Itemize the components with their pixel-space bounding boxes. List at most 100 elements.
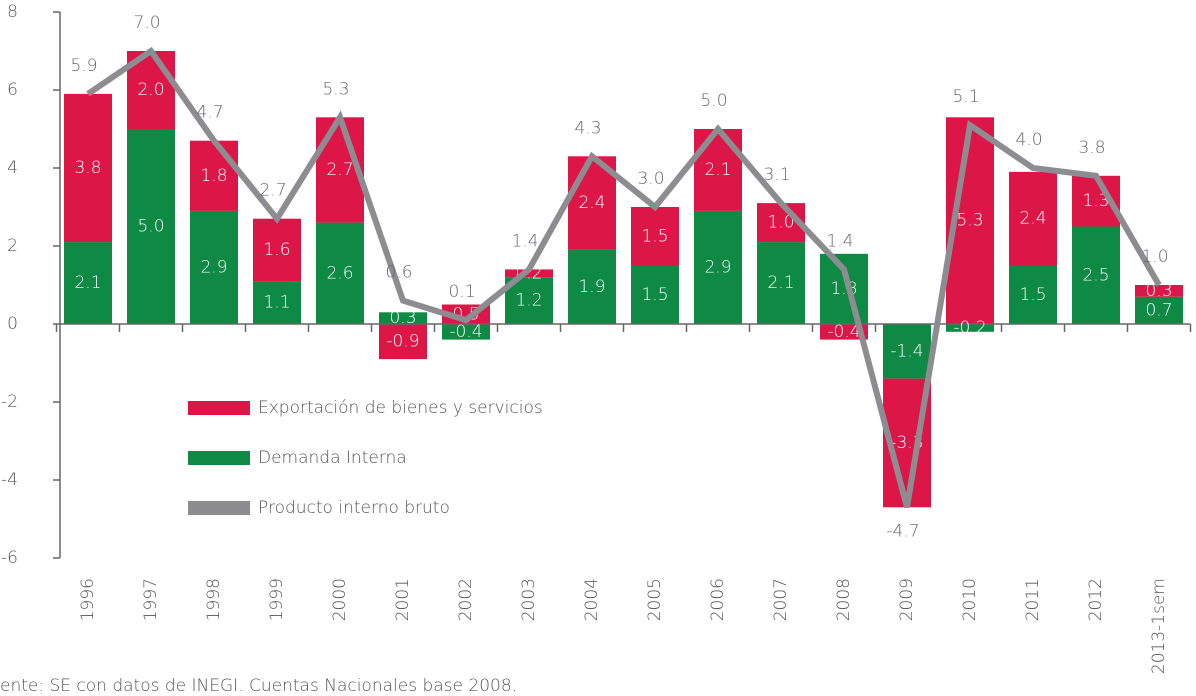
bar-segment	[190, 140, 238, 211]
line-label: 4.3	[574, 118, 601, 138]
bar-segment	[316, 222, 364, 324]
y-tick-label: 0	[7, 314, 18, 334]
bar-label: 1.8	[200, 166, 227, 186]
y-tick-label: 6	[7, 80, 18, 100]
bar-label: 0.7	[1145, 300, 1172, 320]
line-label: 4.0	[1015, 130, 1042, 150]
y-tick-label: -4	[1, 470, 18, 490]
y-tick-label: 2	[7, 236, 18, 256]
bar-segment	[190, 210, 238, 324]
source-note: ente: SE con datos de INEGI. Cuentas Nac…	[0, 676, 517, 696]
line-label: 4.7	[196, 103, 223, 123]
x-tick-label: 2010	[960, 578, 980, 621]
bar-segment	[883, 324, 931, 379]
bar-segment	[1072, 226, 1120, 324]
x-tick-label: 2003	[519, 578, 539, 621]
line-label: 5.0	[700, 91, 727, 111]
bar-label: 1.1	[263, 293, 290, 313]
line-label: 5.3	[322, 79, 349, 99]
bar-label: 2.5	[1082, 265, 1109, 285]
bar-label: 2.6	[326, 263, 353, 283]
bar-label: 2.0	[137, 80, 164, 100]
bar-segment	[379, 324, 427, 360]
legend-label: Exportación de bienes y servicios	[258, 398, 543, 418]
bar-label: 2.1	[74, 273, 101, 293]
x-tick-label: 2002	[456, 578, 476, 621]
bar-label: 0.3	[1145, 281, 1172, 301]
bar-label: 1.5	[641, 226, 668, 246]
bar-label: -0.4	[827, 322, 860, 342]
x-tick-label: 1999	[267, 578, 287, 621]
x-tick-label: 2013-1sem	[1149, 578, 1169, 674]
bar-segment	[64, 93, 112, 243]
bar-label: 1.9	[578, 277, 605, 297]
bar-segment	[694, 129, 742, 211]
legend-swatch	[188, 401, 250, 415]
bar-segment	[820, 324, 868, 340]
bar-label: 1.0	[767, 213, 794, 233]
bar-label: 2.1	[704, 160, 731, 180]
bar-label: 0.3	[389, 308, 416, 328]
bar-label: 2.9	[704, 257, 731, 277]
line-label: -4.7	[886, 521, 919, 541]
y-tick-label: -6	[1, 548, 18, 568]
bar-label: 1.3	[1082, 191, 1109, 211]
bar-segment	[946, 324, 994, 332]
bar-label: -0.2	[953, 318, 986, 338]
bar-segment	[505, 269, 553, 278]
bar-segment	[631, 207, 679, 266]
x-tick-label: 2001	[393, 578, 413, 621]
line-label: 2.7	[259, 181, 286, 201]
bar-segment	[1009, 265, 1057, 324]
bar-label: 2.9	[200, 257, 227, 277]
y-tick-label: -2	[1, 392, 18, 412]
bar-label: 2.4	[578, 193, 605, 213]
line-label: 1.0	[1141, 247, 1168, 267]
legend-swatch	[188, 451, 250, 465]
x-tick-label: 1996	[78, 578, 98, 621]
bar-segment	[1009, 171, 1057, 266]
x-tick-label: 2012	[1086, 578, 1106, 621]
bar-label: 2.7	[326, 160, 353, 180]
bar-segment	[253, 281, 301, 324]
legend-label: Demanda Interna	[258, 448, 407, 468]
bar-label: 1.6	[263, 240, 290, 260]
x-tick-label: 2011	[1023, 578, 1043, 621]
y-tick-label: 8	[7, 2, 18, 22]
bar-label: 3.8	[74, 158, 101, 178]
bar-segment	[568, 249, 616, 324]
line-series	[86, 46, 1162, 509]
x-tick-label: 1997	[141, 578, 161, 621]
line-label: 5.9	[70, 56, 97, 76]
bar-label: 1.5	[641, 285, 668, 305]
bar-label: -1.4	[890, 341, 923, 361]
bar-label: 1.5	[1019, 285, 1046, 305]
x-tick-label: 2009	[897, 578, 917, 621]
x-tick-label: 1998	[204, 578, 224, 621]
bar-segment	[127, 129, 175, 324]
x-tick-label: 2006	[708, 578, 728, 621]
bar-label: 1.2	[515, 291, 542, 311]
legend-swatch	[188, 501, 250, 515]
y-tick-label: 4	[7, 158, 18, 178]
line-label: 3.8	[1078, 138, 1105, 158]
bar-segment	[694, 210, 742, 324]
line-label: 1.4	[511, 231, 538, 251]
bar-segment	[757, 242, 805, 324]
line-label: 0.1	[448, 282, 475, 302]
line-label: 7.0	[133, 13, 160, 33]
bar-segment	[631, 265, 679, 324]
bar-segment	[379, 312, 427, 324]
bar-segment	[64, 242, 112, 324]
x-tick-label: 2000	[330, 578, 350, 621]
line-label: 1.4	[826, 231, 853, 251]
bar-label: 5.0	[137, 217, 164, 237]
bar-label: -0.9	[386, 332, 419, 352]
line-label: 5.1	[952, 87, 979, 107]
bar-segment	[253, 218, 301, 282]
x-tick-label: 2005	[645, 578, 665, 621]
bar-label: 5.3	[956, 211, 983, 231]
bar-label: -0.4	[449, 322, 482, 342]
bar-label: 2.1	[767, 273, 794, 293]
